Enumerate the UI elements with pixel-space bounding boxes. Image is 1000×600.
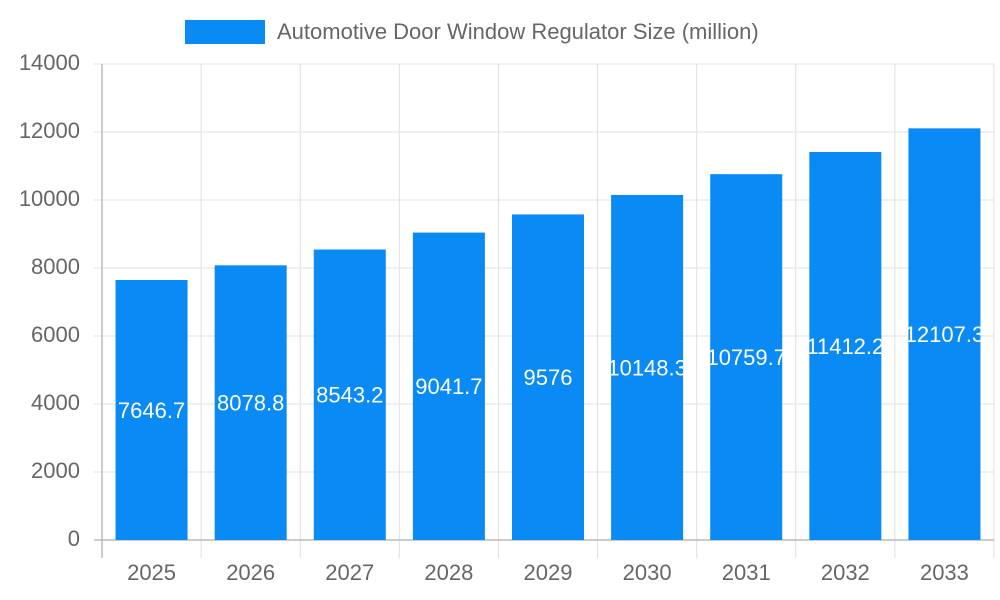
y-tick-label: 12000 [19, 118, 80, 143]
y-tick-label: 14000 [19, 50, 80, 75]
y-tick-label: 4000 [31, 390, 80, 415]
legend-swatch [185, 20, 265, 44]
data-label: 12107.3 [905, 322, 985, 347]
x-tick-label: 2027 [325, 560, 374, 585]
y-tick-label: 8000 [31, 254, 80, 279]
x-tick-label: 2030 [623, 560, 672, 585]
x-tick-label: 2029 [524, 560, 573, 585]
data-label: 10148.3 [607, 355, 687, 380]
data-label: 8543.2 [316, 383, 383, 408]
bar [115, 280, 188, 540]
x-tick-label: 2031 [722, 560, 771, 585]
x-tick-label: 2032 [821, 560, 870, 585]
bar [512, 214, 584, 540]
data-label: 8078.8 [217, 390, 284, 415]
bar [809, 151, 882, 540]
data-label: 9576 [524, 365, 573, 390]
bar [412, 232, 485, 540]
x-tick-label: 2025 [127, 560, 176, 585]
bar [214, 265, 287, 540]
x-tick-label: 2028 [424, 560, 473, 585]
bar [710, 174, 783, 540]
x-tick-label: 2033 [920, 560, 969, 585]
data-label: 9041.7 [415, 374, 482, 399]
legend-label: Automotive Door Window Regulator Size (m… [277, 19, 759, 44]
bar [611, 194, 684, 540]
data-label: 7646.7 [118, 398, 185, 423]
y-tick-label: 6000 [31, 322, 80, 347]
data-label: 10759.7 [706, 345, 786, 370]
y-tick-label: 10000 [19, 186, 80, 211]
x-tick-label: 2026 [226, 560, 275, 585]
bar [908, 128, 981, 540]
bar [313, 249, 386, 541]
y-tick-label: 2000 [31, 458, 80, 483]
data-label: 11412.2 [806, 334, 884, 359]
y-tick-label: 0 [68, 526, 80, 551]
